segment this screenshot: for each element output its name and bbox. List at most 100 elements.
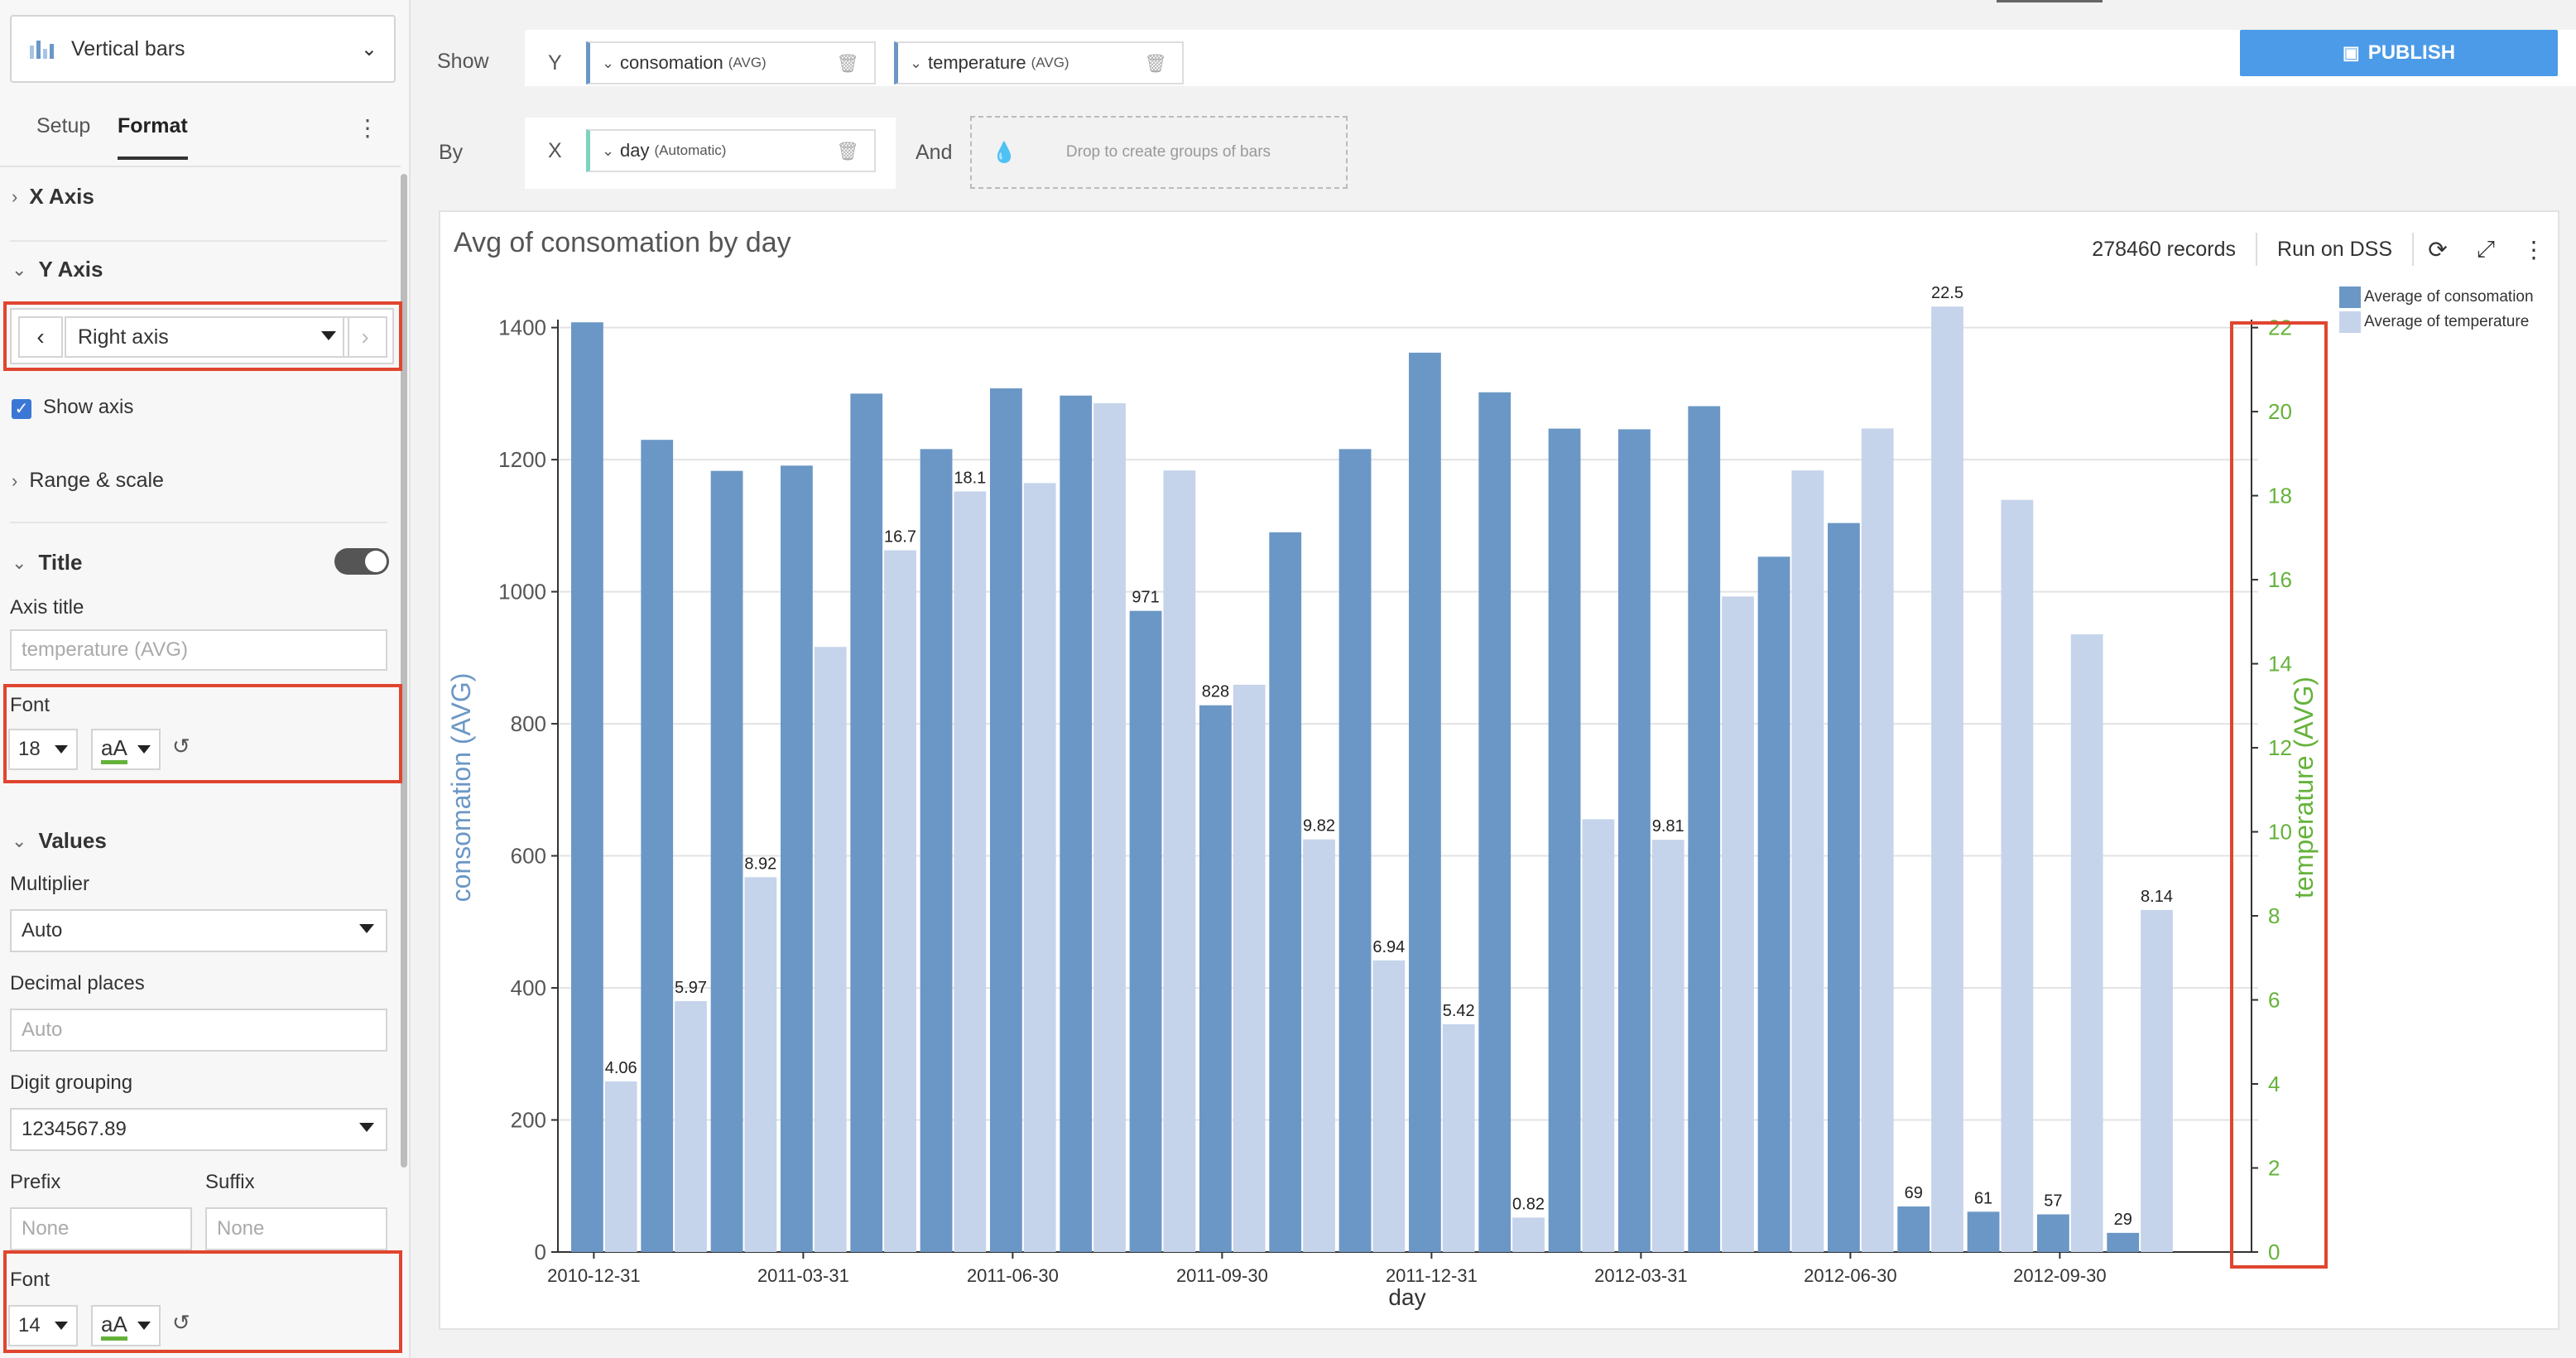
suffix-label: Suffix xyxy=(205,1171,255,1193)
more-options-icon[interactable]: ⋮ xyxy=(2522,236,2545,262)
publish-button[interactable]: ▣ PUBLISH xyxy=(2240,30,2558,76)
trash-icon[interactable]: 🗑 xyxy=(836,53,859,74)
reset-icon[interactable]: ↺ xyxy=(172,734,190,758)
y-measure-name: consomation xyxy=(620,52,723,73)
section-x-axis[interactable]: › X Axis xyxy=(12,184,94,209)
bar-consomation xyxy=(781,465,813,1252)
axis-select-value: Right axis xyxy=(78,325,169,349)
y-tick-label: 1000 xyxy=(498,580,546,604)
prev-axis-button[interactable]: ‹ xyxy=(18,316,63,358)
x-tick-label: 2011-03-31 xyxy=(757,1265,849,1286)
section-range-scale[interactable]: › Range & scale xyxy=(12,469,164,493)
legend-item[interactable]: Average of temperature xyxy=(2339,310,2534,335)
panel-scrollbar[interactable] xyxy=(401,174,407,1168)
trash-icon[interactable]: 🗑 xyxy=(836,141,859,161)
axis-select[interactable]: Right axis xyxy=(65,316,349,358)
legend-label: Average of consomation xyxy=(2364,288,2534,306)
chevron-right-icon: › xyxy=(361,324,369,349)
legend-label: Average of temperature xyxy=(2364,313,2530,330)
prefix-input[interactable]: None xyxy=(10,1207,192,1250)
font-color-swatch: aA xyxy=(101,1312,127,1341)
run-on-dss-button[interactable]: Run on DSS xyxy=(2257,233,2414,266)
show-axis-label: Show axis xyxy=(43,396,134,418)
section-title-label: Title xyxy=(38,550,83,575)
bar-temperature xyxy=(1303,839,1335,1252)
data-label: 61 xyxy=(1974,1189,1992,1207)
refresh-icon[interactable]: ⟳ xyxy=(2428,236,2448,262)
x-tick-label: 2012-03-31 xyxy=(1594,1265,1688,1286)
bar-temperature xyxy=(604,1081,637,1252)
bar-temperature xyxy=(1093,402,1126,1253)
axis-title-input[interactable]: temperature (AVG) xyxy=(10,629,387,671)
bar-temperature xyxy=(1023,483,1056,1252)
and-label: And xyxy=(916,141,953,164)
decimal-places-input[interactable]: Auto xyxy=(10,1009,387,1052)
chevron-right-icon: › xyxy=(12,185,18,207)
chevron-right-icon: › xyxy=(12,470,18,491)
chevron-down-icon: ⌄ xyxy=(12,258,27,280)
values-font-color-select[interactable]: aA xyxy=(91,1305,161,1346)
show-axis-checkbox[interactable]: ✓ xyxy=(12,399,31,419)
bar-temperature xyxy=(1233,684,1266,1252)
title-font-color-select[interactable]: aA xyxy=(91,729,161,770)
right-tick-label: 6 xyxy=(2268,988,2280,1013)
chart-legend: Average of consomation Average of temper… xyxy=(2339,285,2534,335)
tab-format[interactable]: Format xyxy=(118,114,188,160)
values-font-label: Font xyxy=(10,1269,50,1291)
caret-down-icon xyxy=(137,745,151,754)
chevron-down-icon: ⌄ xyxy=(602,142,615,159)
digit-grouping-select[interactable]: 1234567.89 xyxy=(10,1108,387,1151)
chart-toolbar: 278460 records Run on DSS ⟳ ⤢ ⋮ xyxy=(2072,229,2558,270)
title-toggle[interactable] xyxy=(334,548,389,575)
format-panel: Vertical bars ⌄ Setup Format ⋮ › X Axis … xyxy=(0,0,411,1358)
bar-temperature xyxy=(1791,470,1824,1252)
right-tick-label: 0 xyxy=(2268,1240,2280,1264)
legend-item[interactable]: Average of consomation xyxy=(2339,285,2534,310)
y-measure-pill[interactable]: ⌄ temperature (AVG) 🗑 xyxy=(894,41,1184,84)
data-label: 57 xyxy=(2044,1192,2062,1211)
suffix-input[interactable]: None xyxy=(205,1207,387,1250)
title-font-size-select[interactable]: 18 xyxy=(8,729,78,770)
next-axis-button[interactable]: › xyxy=(343,316,387,358)
multiplier-select[interactable]: Auto xyxy=(10,909,387,952)
group-drop-zone[interactable]: 💧 Drop to create groups of bars xyxy=(970,116,1348,189)
y-measure-pill[interactable]: ⌄ consomation (AVG) 🗑 xyxy=(586,41,876,84)
chart-type-select[interactable]: Vertical bars ⌄ xyxy=(10,15,396,83)
bar-consomation xyxy=(1897,1206,1930,1252)
bar-consomation xyxy=(571,322,603,1253)
right-tick-label: 18 xyxy=(2268,484,2292,508)
chevron-down-icon: ⌄ xyxy=(360,37,377,60)
section-range-scale-label: Range & scale xyxy=(29,469,164,492)
tab-setup[interactable]: Setup xyxy=(36,114,91,137)
bar-temperature xyxy=(2070,634,2103,1252)
trash-icon[interactable]: 🗑 xyxy=(1144,53,1167,74)
bar-consomation xyxy=(710,470,743,1252)
chart-card: Avg of consomation by day 278460 records… xyxy=(439,210,2559,1330)
bar-consomation xyxy=(1828,522,1860,1252)
data-label: 828 xyxy=(1202,683,1229,701)
bar-consomation xyxy=(2107,1232,2140,1252)
bar-consomation xyxy=(1548,428,1581,1252)
reset-icon[interactable]: ↺ xyxy=(172,1310,190,1335)
section-y-axis[interactable]: ⌄ Y Axis xyxy=(12,257,103,282)
legend-swatch xyxy=(2339,311,2361,333)
expand-icon[interactable]: ⤢ xyxy=(2476,235,2496,262)
digit-grouping-label: Digit grouping xyxy=(10,1071,133,1094)
bar-consomation xyxy=(1409,352,1441,1253)
bar-consomation xyxy=(1199,705,1232,1252)
section-x-axis-label: X Axis xyxy=(29,184,94,209)
x-dimension-pill[interactable]: ⌄ day (Automatic) 🗑 xyxy=(586,129,876,172)
bar-consomation xyxy=(1757,556,1790,1252)
axis-title-label: Axis title xyxy=(10,596,84,619)
more-options-icon[interactable]: ⋮ xyxy=(356,115,379,141)
caret-down-icon xyxy=(55,745,68,754)
records-count: 278460 records xyxy=(2072,233,2258,266)
values-font-size-select[interactable]: 14 xyxy=(8,1305,78,1346)
section-values[interactable]: ⌄ Values xyxy=(12,828,107,854)
chart-title: Avg of consomation by day xyxy=(454,227,791,258)
chevron-down-icon: ⌄ xyxy=(12,830,27,851)
bar-temperature xyxy=(884,550,916,1252)
x-tick-label: 2011-12-31 xyxy=(1386,1265,1478,1286)
section-title[interactable]: ⌄ Title xyxy=(12,550,82,575)
chevron-left-icon: ‹ xyxy=(36,324,45,349)
